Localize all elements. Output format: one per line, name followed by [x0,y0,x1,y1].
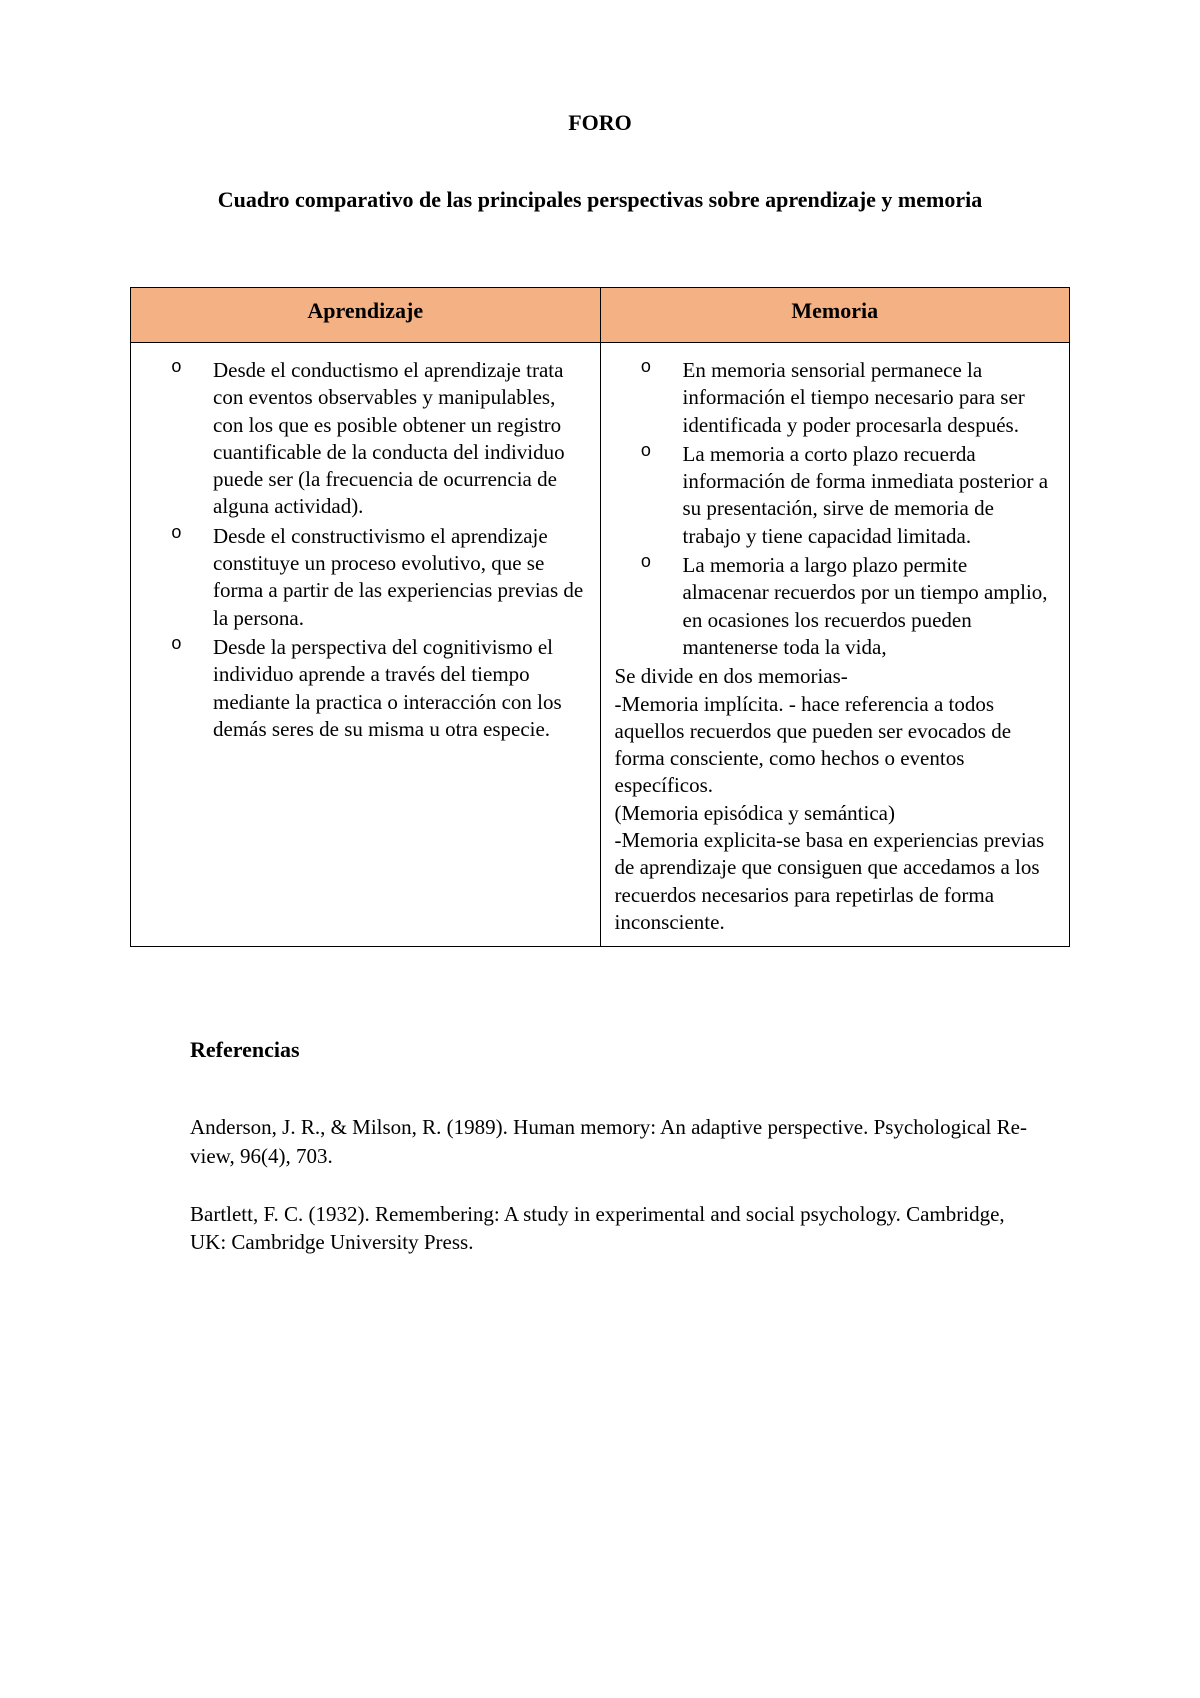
cell-aprendizaje: Desde el conductismo el aprendizaje trat… [131,343,601,947]
list-item: Desde el conductismo el aprendizaje trat… [189,357,586,521]
list-item: En memoria sensorial permanece la inform… [659,357,1056,439]
references-heading: Referencias [190,1037,1070,1063]
memoria-subtext: Se divide en dos memorias- -Memoria impl… [615,663,1056,936]
column-header-memoria: Memoria [600,288,1070,343]
column-header-aprendizaje: Aprendizaje [131,288,601,343]
document-subtitle: Cuadro comparativo de las principales pe… [130,172,1070,227]
cell-memoria: En memoria sensorial permanece la inform… [600,343,1070,947]
memoria-list: En memoria sensorial permanece la inform… [615,357,1056,661]
aprendizaje-list: Desde el conductismo el aprendizaje trat… [145,357,586,743]
list-item: Desde la perspectiva del cognitivismo el… [189,634,586,743]
reference-entry: Bartlett, F. C. (1932). Remembering: A s… [190,1200,1030,1257]
list-item: La memoria a corto plazo recuerda inform… [659,441,1056,550]
list-item: Desde el constructivismo el aprendizaje … [189,523,586,632]
comparison-table: Aprendizaje Memoria Desde el conductismo… [130,287,1070,947]
document-title: FORO [130,110,1070,136]
reference-entry: Anderson, J. R., & Milson, R. (1989). Hu… [190,1113,1030,1170]
list-item: La memoria a largo plazo permite almacen… [659,552,1056,661]
